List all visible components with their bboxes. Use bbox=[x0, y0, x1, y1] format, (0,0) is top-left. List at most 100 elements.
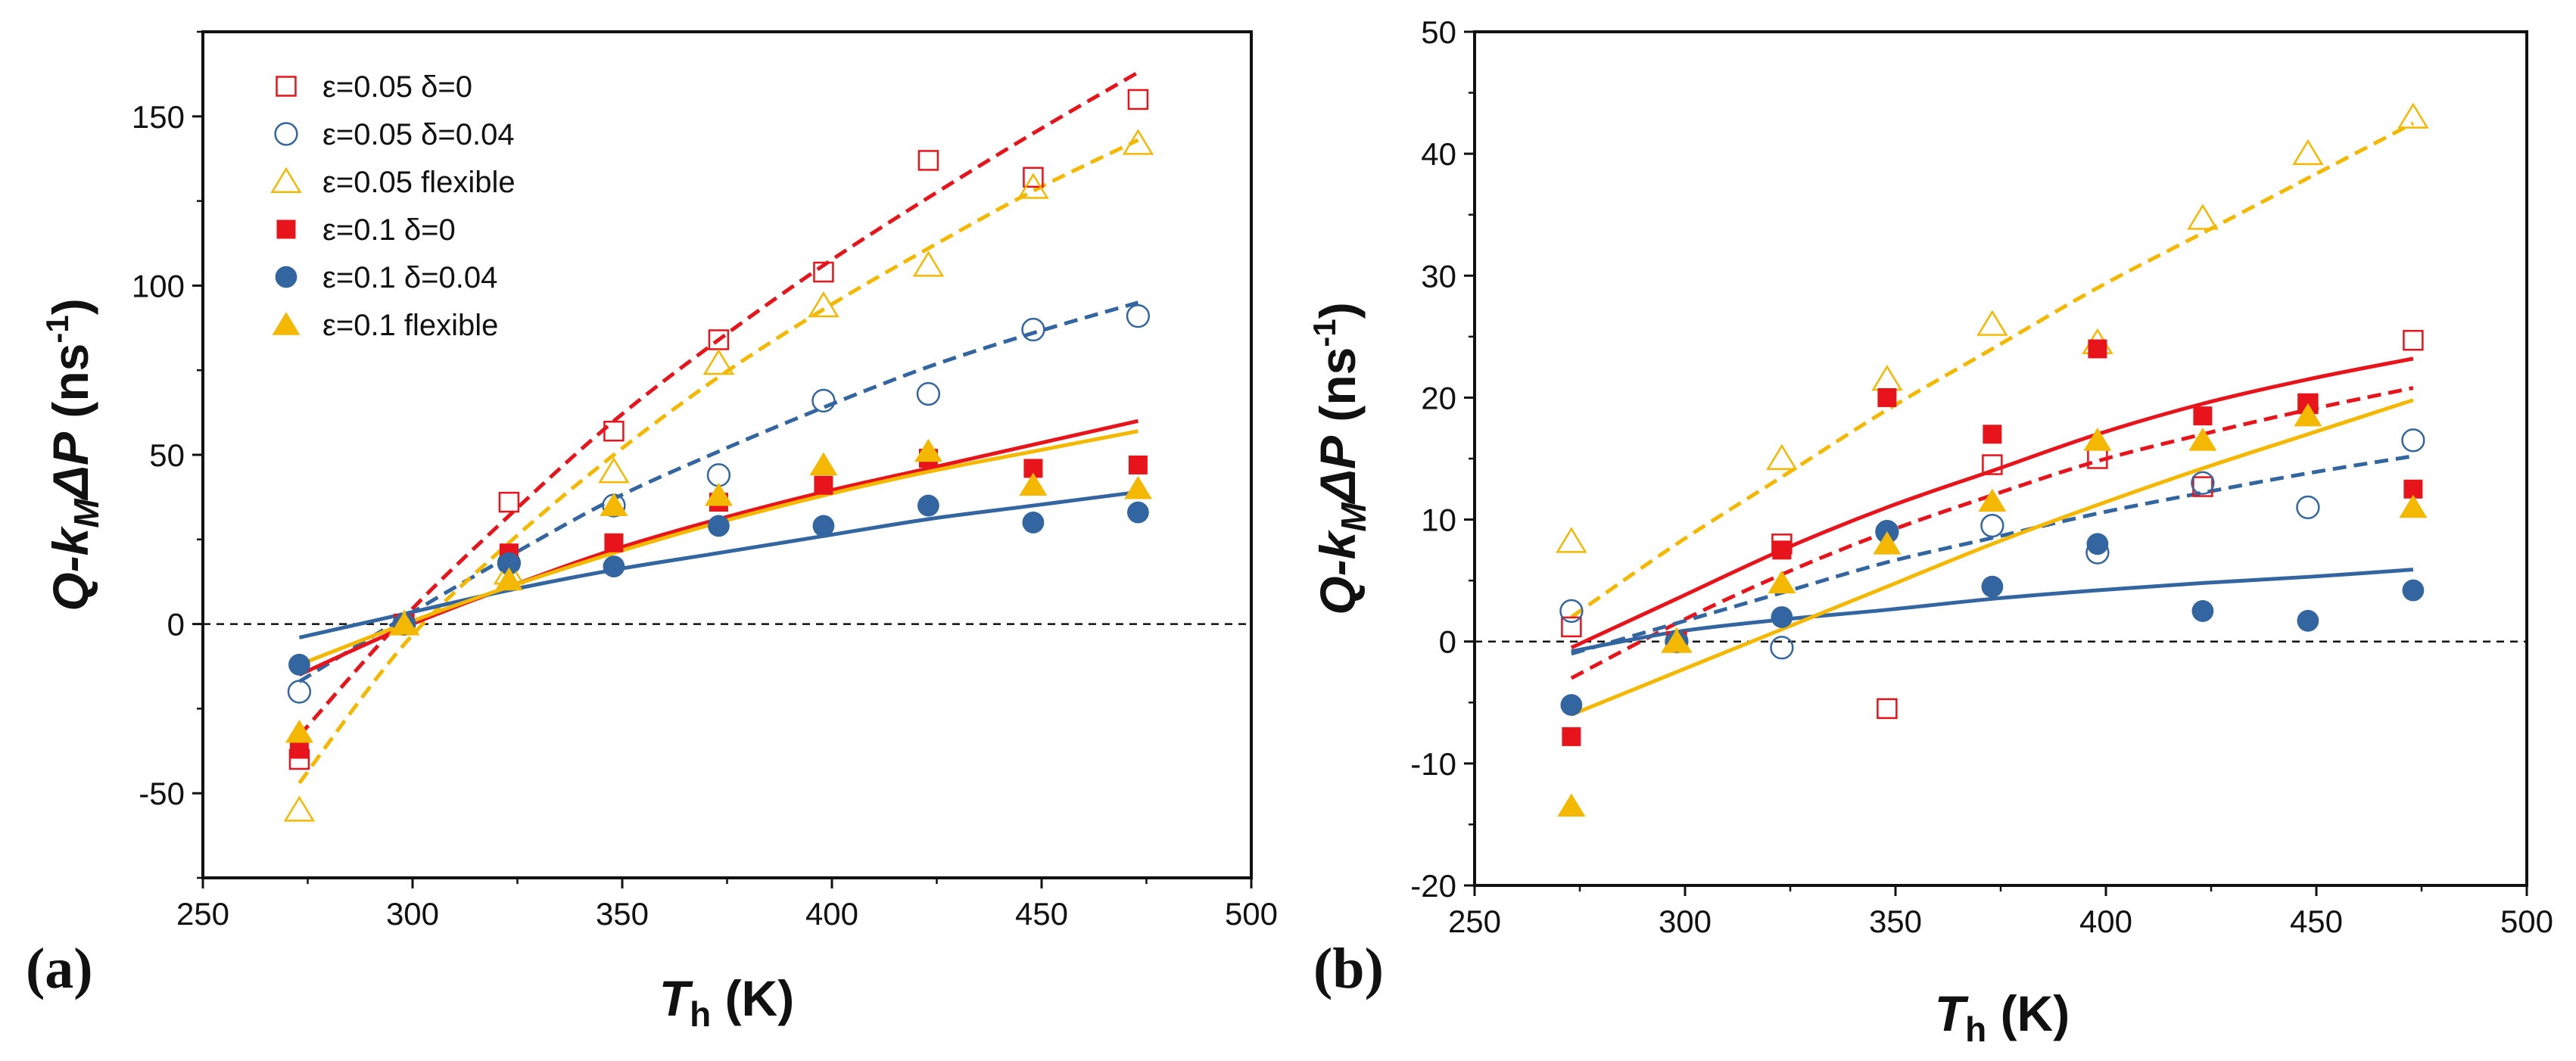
data-point-0.05-0 bbox=[917, 150, 939, 171]
data-point-0.1-flexible bbox=[494, 567, 523, 591]
y-axis-label-a: Q-kMΔP (ns-1) bbox=[39, 298, 106, 611]
data-point-0.1-flexible bbox=[2083, 428, 2112, 451]
fit-lines-b bbox=[1570, 121, 2415, 717]
data-point-0.1-0 bbox=[1562, 727, 1581, 746]
data-point-0.1-0.04 bbox=[708, 515, 730, 537]
y-axis-label-q: Q- bbox=[1310, 559, 1366, 615]
legend-marker-0.05-flexible bbox=[270, 166, 302, 194]
y-axis-label-sub: M bbox=[1334, 502, 1373, 532]
legend-label: ε=0.05 δ=0 bbox=[322, 70, 472, 104]
data-point-0.05-flexible bbox=[1871, 365, 1903, 391]
data-point-0.05-flexible bbox=[1556, 527, 1587, 553]
x-tick-label: 400 bbox=[2079, 904, 2132, 939]
data-point-0.1-0 bbox=[1877, 387, 1897, 407]
data-point-0.05-0.04 bbox=[1559, 599, 1584, 624]
y-tick-label: 20 bbox=[1421, 380, 1456, 415]
x-axis-label-b: Th (K) bbox=[1935, 985, 2070, 1049]
x-axis-label-main: T bbox=[659, 970, 693, 1026]
data-point-0.1-flexible bbox=[1978, 488, 2007, 512]
data-point-0.05-0 bbox=[1982, 454, 2003, 475]
data-point-0.1-0.04 bbox=[1560, 694, 1583, 716]
x-tick-label: 450 bbox=[2290, 904, 2343, 939]
axis-ticks-b: 250 300 350 400 450 500 -20 -10 0 10 20 30 40 50 bbox=[1410, 14, 2553, 939]
data-point-0.1-0 bbox=[2088, 339, 2107, 359]
legend-label: ε=0.05 δ=0.04 bbox=[322, 118, 515, 151]
y-tick-label: 150 bbox=[132, 99, 185, 135]
fit-line-0.1-0-fit bbox=[298, 418, 1138, 677]
fit-line-0.05-flexible-fit bbox=[1570, 121, 2415, 619]
y-tick-label: 10 bbox=[1421, 502, 1456, 538]
data-point-0.1-0 bbox=[2193, 406, 2213, 426]
data-point-0.1-0.04 bbox=[2191, 600, 2214, 622]
legend-marker-0.1-0.04 bbox=[275, 266, 297, 288]
y-axis-label-close: ) bbox=[1310, 302, 1366, 319]
y-axis-label-k: k bbox=[42, 525, 98, 555]
fit-line-0.05-flexible-fit bbox=[297, 138, 1139, 785]
data-point-0.1-0.04 bbox=[1981, 575, 2004, 598]
data-point-0.1-0.04 bbox=[2297, 609, 2319, 632]
legend-label: ε=0.1 δ=0 bbox=[322, 213, 456, 247]
y-axis-label-unit: (ns bbox=[1310, 347, 1366, 436]
data-point-0.05-0 bbox=[498, 491, 520, 513]
data-point-0.1-flexible bbox=[2399, 494, 2428, 518]
data-point-0.1-0 bbox=[289, 739, 309, 759]
y-tick-label: 0 bbox=[1439, 624, 1456, 660]
y-axis-label-delta: ΔP bbox=[1310, 435, 1366, 505]
x-axis-label-unit: (K) bbox=[1986, 985, 2070, 1041]
data-point-0.05-flexible bbox=[1976, 310, 2008, 336]
data-point-0.1-flexible bbox=[2188, 428, 2217, 451]
data-point-0.05-flexible bbox=[808, 291, 839, 318]
data-point-0.1-0.04 bbox=[917, 494, 939, 517]
data-point-0.1-flexible bbox=[1662, 628, 1691, 652]
legend-label: ε=0.1 flexible bbox=[322, 309, 498, 342]
y-axis-label-unit: (ns bbox=[42, 344, 98, 432]
x-tick-label: 300 bbox=[386, 896, 439, 932]
x-tick-label: 350 bbox=[596, 896, 649, 932]
fit-line-0.05-0.04-fit bbox=[1571, 454, 2414, 656]
legend-label: ε=0.1 δ=0.04 bbox=[322, 261, 497, 294]
data-point-0.05-0.04 bbox=[811, 388, 836, 413]
data-point-0.05-flexible bbox=[1766, 443, 1798, 471]
data-point-0.05-flexible bbox=[1122, 129, 1154, 155]
data-point-0.1-flexible bbox=[2294, 403, 2322, 427]
data-point-0.05-flexible bbox=[598, 457, 630, 484]
legend-label: ε=0.05 flexible bbox=[322, 166, 516, 199]
y-axis-label-sup: -1 bbox=[1307, 319, 1342, 347]
y-axis-label-b: Q-kMΔP (ns-1) bbox=[1307, 302, 1373, 615]
plot-frame-a bbox=[201, 30, 1253, 879]
data-point-0.05-0 bbox=[1877, 698, 1898, 720]
y-tick-label: -10 bbox=[1410, 746, 1456, 782]
data-point-0.05-0 bbox=[2403, 329, 2424, 351]
data-points-b bbox=[1556, 102, 2429, 817]
data-points-a bbox=[283, 89, 1154, 822]
data-point-0.1-flexible bbox=[285, 719, 313, 743]
plot-frame-b bbox=[1473, 30, 2528, 887]
data-point-0.1-0.04 bbox=[498, 552, 520, 574]
data-point-0.05-flexible bbox=[1017, 173, 1049, 199]
data-point-0.05-0.04 bbox=[2191, 471, 2215, 495]
data-point-0.1-flexible bbox=[1123, 475, 1152, 499]
y-axis-label-sub: M bbox=[67, 498, 106, 528]
legend-marker-0.05-0 bbox=[276, 76, 297, 97]
y-tick-label: 0 bbox=[167, 607, 185, 643]
data-point-0.1-0.04 bbox=[2402, 579, 2425, 602]
x-tick-label: 300 bbox=[1659, 904, 1712, 939]
data-point-0.05-flexible bbox=[2397, 102, 2429, 129]
data-point-0.1-0.04 bbox=[1022, 512, 1045, 534]
data-point-0.05-flexible bbox=[283, 795, 316, 822]
data-point-0.05-0 bbox=[1023, 166, 1044, 188]
y-axis-label-delta: ΔP bbox=[42, 431, 98, 501]
data-point-0.05-0 bbox=[1127, 89, 1149, 110]
x-axis-label-sub: h bbox=[1965, 1010, 1986, 1049]
data-point-0.1-0.04 bbox=[2086, 533, 2109, 555]
data-point-0.05-flexible bbox=[702, 349, 735, 375]
legend-a: ε=0.05 δ=0 ε=0.05 δ=0.04 ε=0.05 flexible ε=… bbox=[270, 70, 516, 342]
data-point-0.05-0 bbox=[1561, 616, 1582, 638]
data-point-0.05-0.04 bbox=[1126, 303, 1151, 328]
x-axis-label-unit: (K) bbox=[711, 970, 794, 1026]
y-axis-label-k: k bbox=[1310, 529, 1366, 559]
x-tick-label: 450 bbox=[1015, 896, 1068, 932]
data-point-0.05-flexible bbox=[2292, 138, 2324, 166]
data-point-0.1-flexible bbox=[704, 482, 733, 506]
data-point-0.05-flexible bbox=[2187, 204, 2219, 230]
